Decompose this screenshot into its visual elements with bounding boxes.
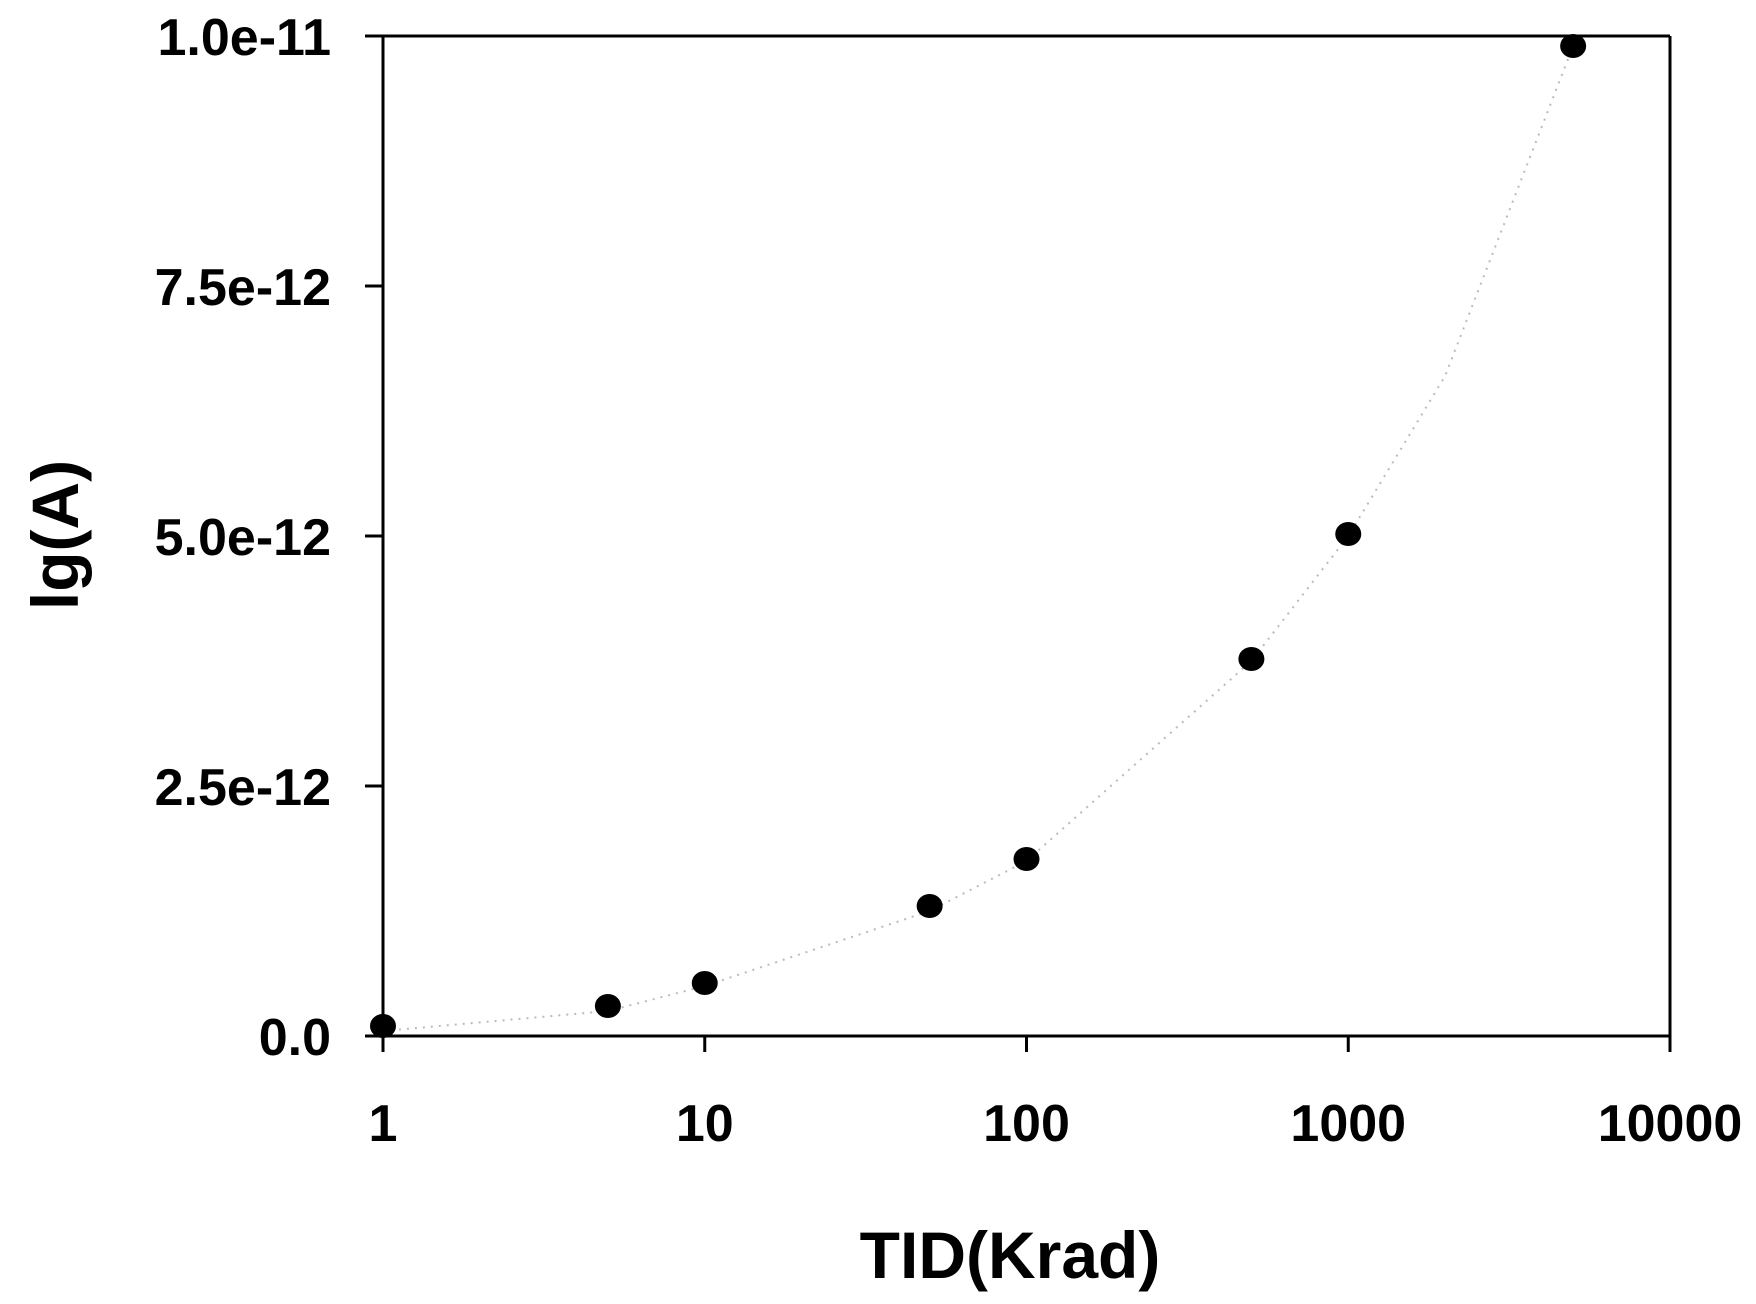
data-point: [1335, 522, 1362, 546]
data-points-group: [370, 34, 1587, 1038]
data-point: [594, 994, 621, 1018]
data-point: [1013, 847, 1040, 871]
data-point: [370, 1014, 396, 1038]
data-point: [1560, 34, 1587, 58]
x-tick-label: 10: [676, 1095, 734, 1153]
data-point: [1238, 647, 1265, 671]
y-tick-label: 0.0: [259, 1009, 331, 1067]
x-tick-label: 1000: [1290, 1095, 1406, 1153]
x-tick-label: 100: [983, 1095, 1070, 1153]
y-tick-label: 2.5e-12: [155, 759, 331, 817]
y-axis-ticks: 0.0 2.5e-12 5.0e-12 7.5e-12 1.0e-11: [155, 9, 383, 1067]
y-tick-label: 7.5e-12: [155, 259, 331, 317]
data-point: [916, 894, 943, 918]
data-point: [691, 971, 718, 995]
y-tick-label: 1.0e-11: [158, 9, 332, 67]
plot-frame: [375, 34, 1672, 1044]
x-axis-label: TID(Krad): [860, 1218, 1161, 1292]
y-axis-label: lg(A): [18, 460, 92, 610]
x-tick-label: 1: [369, 1095, 398, 1153]
x-tick-label: 10000: [1598, 1095, 1743, 1153]
x-axis-ticks: 1 10 100 1000 10000: [369, 1036, 1743, 1153]
y-tick-label: 5.0e-12: [155, 509, 331, 567]
